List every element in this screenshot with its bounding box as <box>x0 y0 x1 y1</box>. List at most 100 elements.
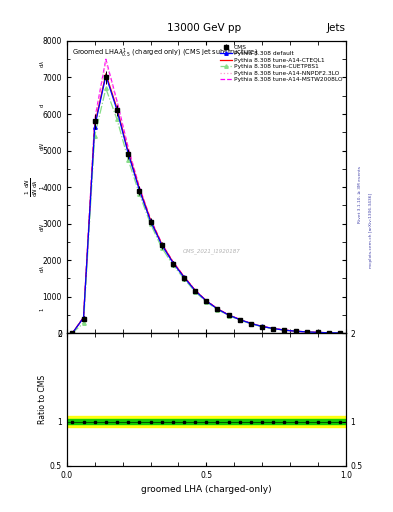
Pythia 8.308 tune-A14-MSTW2008LO <box>338 330 343 336</box>
Pythia 8.308 default <box>305 329 309 335</box>
Text: Groomed LHA$\lambda^{1}_{0.5}$ (charged only) (CMS jet substructure): Groomed LHA$\lambda^{1}_{0.5}$ (charged … <box>72 47 259 60</box>
Pythia 8.308 tune-A14-MSTW2008LO <box>103 56 108 62</box>
Pythia 8.308 tune-A14-NNPDF2.3LO <box>237 316 242 323</box>
Pythia 8.308 default <box>215 306 220 312</box>
Pythia 8.308 tune-A14-CTEQL1 <box>92 122 97 128</box>
Line: Pythia 8.308 tune-CUETP8S1: Pythia 8.308 tune-CUETP8S1 <box>71 87 342 335</box>
Pythia 8.308 default <box>182 274 186 280</box>
Pythia 8.308 tune-CUETP8S1 <box>249 321 253 327</box>
Pythia 8.308 tune-A14-NNPDF2.3LO <box>204 297 209 304</box>
Y-axis label: $\frac{1}{\mathrm{d}N}\frac{\mathrm{d}N}{\mathrm{d}\lambda}$: $\frac{1}{\mathrm{d}N}\frac{\mathrm{d}N}… <box>23 178 40 197</box>
Pythia 8.308 tune-CUETP8S1 <box>204 299 209 305</box>
Pythia 8.308 tune-A14-MSTW2008LO <box>293 328 298 334</box>
Pythia 8.308 tune-A14-MSTW2008LO <box>327 330 331 336</box>
Pythia 8.308 tune-CUETP8S1 <box>338 330 343 336</box>
Pythia 8.308 tune-A14-MSTW2008LO <box>115 98 119 104</box>
Text: Rivet 3.1.10, ≥ 3M events: Rivet 3.1.10, ≥ 3M events <box>358 166 362 223</box>
Pythia 8.308 tune-CUETP8S1 <box>171 262 175 268</box>
Pythia 8.308 tune-CUETP8S1 <box>282 327 287 333</box>
Pythia 8.308 tune-A14-NNPDF2.3LO <box>260 324 264 330</box>
Legend: CMS, Pythia 8.308 default, Pythia 8.308 tune-A14-CTEQL1, Pythia 8.308 tune-CUETP: CMS, Pythia 8.308 default, Pythia 8.308 … <box>218 42 344 84</box>
Pythia 8.308 tune-A14-MSTW2008LO <box>305 329 309 335</box>
Pythia 8.308 tune-A14-MSTW2008LO <box>70 330 75 336</box>
Pythia 8.308 default <box>103 73 108 79</box>
Pythia 8.308 tune-A14-NNPDF2.3LO <box>226 312 231 318</box>
Pythia 8.308 tune-CUETP8S1 <box>126 157 130 163</box>
Pythia 8.308 tune-A14-MSTW2008LO <box>316 329 320 335</box>
Pythia 8.308 tune-CUETP8S1 <box>92 133 97 139</box>
Pythia 8.308 tune-A14-NNPDF2.3LO <box>159 241 164 247</box>
Pythia 8.308 tune-A14-CTEQL1 <box>137 185 142 191</box>
Pythia 8.308 tune-A14-MSTW2008LO <box>92 116 97 122</box>
Pythia 8.308 tune-A14-MSTW2008LO <box>81 314 86 321</box>
Pythia 8.308 tune-A14-MSTW2008LO <box>182 273 186 280</box>
Pythia 8.308 tune-A14-CTEQL1 <box>327 330 331 336</box>
Pythia 8.308 tune-A14-NNPDF2.3LO <box>338 330 343 336</box>
Pythia 8.308 tune-CUETP8S1 <box>271 326 275 332</box>
Pythia 8.308 tune-A14-NNPDF2.3LO <box>282 327 287 333</box>
Text: $\mathrm{d}\lambda$: $\mathrm{d}\lambda$ <box>38 60 46 68</box>
Pythia 8.308 default <box>271 326 275 332</box>
Pythia 8.308 default <box>70 330 75 336</box>
Pythia 8.308 tune-A14-CTEQL1 <box>282 327 287 333</box>
Pythia 8.308 default <box>126 151 130 157</box>
Pythia 8.308 tune-A14-CTEQL1 <box>260 324 264 330</box>
Pythia 8.308 tune-A14-MSTW2008LO <box>159 240 164 246</box>
Text: mcplots.cern.ch [arXiv:1306.3436]: mcplots.cern.ch [arXiv:1306.3436] <box>369 193 373 268</box>
Pythia 8.308 tune-A14-NNPDF2.3LO <box>70 330 75 336</box>
Pythia 8.308 tune-A14-CTEQL1 <box>81 314 86 321</box>
Text: $\mathrm{d}$: $\mathrm{d}$ <box>38 103 46 108</box>
Pythia 8.308 tune-A14-CTEQL1 <box>126 149 130 155</box>
Pythia 8.308 tune-A14-CTEQL1 <box>293 328 298 334</box>
Pythia 8.308 default <box>260 324 264 330</box>
Pythia 8.308 tune-A14-MSTW2008LO <box>204 297 209 304</box>
Text: $\mathrm{d}N$: $\mathrm{d}N$ <box>38 223 46 232</box>
Pythia 8.308 tune-A14-NNPDF2.3LO <box>193 287 198 293</box>
Pythia 8.308 tune-A14-CTEQL1 <box>193 287 198 293</box>
Pythia 8.308 tune-A14-CTEQL1 <box>103 71 108 77</box>
Pythia 8.308 tune-A14-CTEQL1 <box>115 105 119 112</box>
Line: Pythia 8.308 tune-A14-CTEQL1: Pythia 8.308 tune-A14-CTEQL1 <box>72 74 340 333</box>
Pythia 8.308 tune-CUETP8S1 <box>81 320 86 326</box>
Pythia 8.308 tune-CUETP8S1 <box>316 329 320 335</box>
Pythia 8.308 tune-A14-CTEQL1 <box>182 273 186 280</box>
Pythia 8.308 tune-CUETP8S1 <box>70 330 75 336</box>
Pythia 8.308 tune-CUETP8S1 <box>305 329 309 335</box>
Pythia 8.308 tune-A14-CTEQL1 <box>148 217 153 223</box>
Pythia 8.308 tune-A14-CTEQL1 <box>159 241 164 247</box>
Pythia 8.308 tune-A14-NNPDF2.3LO <box>103 58 108 64</box>
Text: Jets: Jets <box>327 23 346 33</box>
Pythia 8.308 tune-CUETP8S1 <box>115 116 119 122</box>
Pythia 8.308 tune-A14-NNPDF2.3LO <box>81 314 86 321</box>
Pythia 8.308 tune-A14-MSTW2008LO <box>137 184 142 190</box>
Pythia 8.308 default <box>148 218 153 224</box>
Pythia 8.308 default <box>159 242 164 248</box>
Pythia 8.308 tune-A14-NNPDF2.3LO <box>271 326 275 332</box>
Pythia 8.308 default <box>137 187 142 193</box>
X-axis label: groomed LHA (charged-only): groomed LHA (charged-only) <box>141 485 272 495</box>
Text: CMS_2021_I1920187: CMS_2021_I1920187 <box>183 248 241 254</box>
Pythia 8.308 tune-A14-NNPDF2.3LO <box>327 330 331 336</box>
Pythia 8.308 tune-A14-NNPDF2.3LO <box>249 321 253 327</box>
Pythia 8.308 tune-A14-MSTW2008LO <box>282 327 287 333</box>
Pythia 8.308 default <box>316 329 320 335</box>
Pythia 8.308 default <box>92 124 97 130</box>
Pythia 8.308 tune-A14-NNPDF2.3LO <box>126 146 130 152</box>
Pythia 8.308 tune-A14-NNPDF2.3LO <box>215 306 220 312</box>
Text: 13000 GeV pp: 13000 GeV pp <box>167 23 241 33</box>
Pythia 8.308 tune-CUETP8S1 <box>260 324 264 330</box>
Pythia 8.308 default <box>171 260 175 266</box>
Pythia 8.308 tune-CUETP8S1 <box>103 86 108 92</box>
Pythia 8.308 default <box>293 328 298 334</box>
Pythia 8.308 tune-A14-NNPDF2.3LO <box>171 259 175 265</box>
Pythia 8.308 tune-A14-NNPDF2.3LO <box>148 217 153 223</box>
Pythia 8.308 tune-A14-CTEQL1 <box>215 306 220 312</box>
Pythia 8.308 default <box>327 330 331 336</box>
Pythia 8.308 tune-A14-NNPDF2.3LO <box>182 273 186 280</box>
Pythia 8.308 default <box>81 315 86 321</box>
Pythia 8.308 tune-A14-CTEQL1 <box>271 326 275 332</box>
Pythia 8.308 tune-A14-NNPDF2.3LO <box>305 329 309 335</box>
Pythia 8.308 default <box>237 316 242 323</box>
Pythia 8.308 tune-A14-NNPDF2.3LO <box>293 328 298 334</box>
Pythia 8.308 tune-CUETP8S1 <box>237 317 242 323</box>
